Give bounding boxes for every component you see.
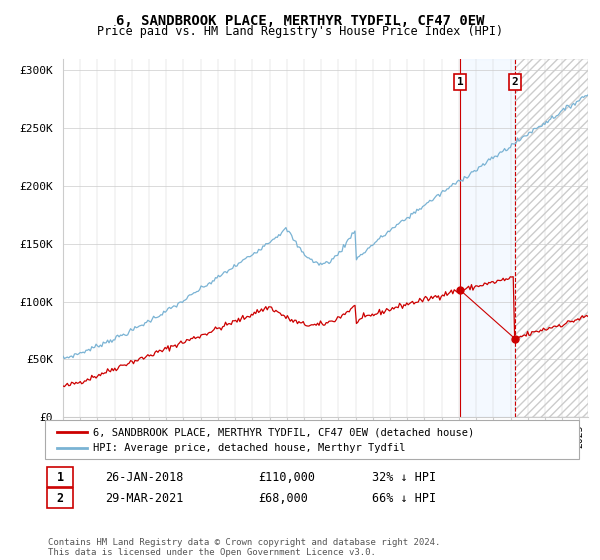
Text: 29-MAR-2021: 29-MAR-2021 xyxy=(105,492,184,505)
Text: 1: 1 xyxy=(56,470,64,484)
Text: Contains HM Land Registry data © Crown copyright and database right 2024.
This d: Contains HM Land Registry data © Crown c… xyxy=(48,538,440,557)
Text: 6, SANDBROOK PLACE, MERTHYR TYDFIL, CF47 0EW (detached house): 6, SANDBROOK PLACE, MERTHYR TYDFIL, CF47… xyxy=(93,427,474,437)
Text: £68,000: £68,000 xyxy=(258,492,308,505)
Text: Price paid vs. HM Land Registry's House Price Index (HPI): Price paid vs. HM Land Registry's House … xyxy=(97,25,503,38)
Text: 66% ↓ HPI: 66% ↓ HPI xyxy=(372,492,436,505)
Bar xyxy=(515,59,588,417)
Text: HPI: Average price, detached house, Merthyr Tydfil: HPI: Average price, detached house, Mert… xyxy=(93,443,406,453)
Text: 1: 1 xyxy=(457,77,463,87)
Bar xyxy=(460,59,515,417)
Text: £110,000: £110,000 xyxy=(258,470,315,484)
Text: 6, SANDBROOK PLACE, MERTHYR TYDFIL, CF47 0EW: 6, SANDBROOK PLACE, MERTHYR TYDFIL, CF47… xyxy=(116,14,484,28)
Text: 2: 2 xyxy=(511,77,518,87)
Text: 2: 2 xyxy=(56,492,64,505)
Text: 32% ↓ HPI: 32% ↓ HPI xyxy=(372,470,436,484)
Text: 26-JAN-2018: 26-JAN-2018 xyxy=(105,470,184,484)
